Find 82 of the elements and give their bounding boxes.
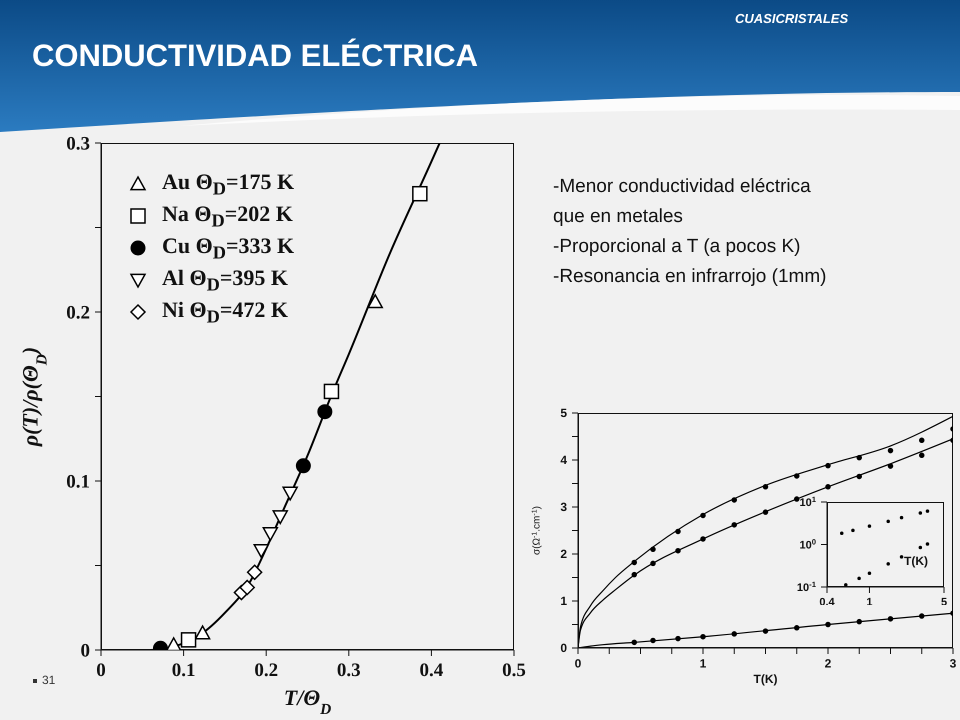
point <box>296 458 311 474</box>
point <box>856 474 862 480</box>
y-tick-label: 5 <box>560 406 568 420</box>
text: -Menor conductividad eléctrica <box>553 175 812 199</box>
legend-label: Cu Θ$_{D}$=333 K <box>162 232 294 264</box>
y-tick-label: 10$^{0}$ <box>799 536 816 552</box>
point <box>856 618 862 624</box>
point <box>762 484 768 490</box>
x-tick-label: 0.5 <box>502 660 526 682</box>
text: -Proporcional a T (a pocos K) <box>553 235 802 259</box>
point <box>732 522 737 528</box>
line-series <box>150 143 441 650</box>
chart-title: CONDUCTIVIDAD ELÉCTRICA <box>32 38 478 74</box>
text: -Resonancia en infrarrojo (1mm) <box>553 265 826 289</box>
point <box>794 473 800 479</box>
y-tick-label: 2 <box>560 547 568 562</box>
text: CUASICRISTALES <box>735 11 848 26</box>
point <box>700 512 706 518</box>
x-tick-label: 0 <box>96 660 106 682</box>
point <box>825 484 831 490</box>
point <box>919 452 924 458</box>
point <box>700 536 706 542</box>
point <box>675 528 681 534</box>
point <box>919 613 924 619</box>
y-tick-label: 0.1 <box>66 472 90 493</box>
x-tick-label: 2 <box>824 656 832 670</box>
y-tick-label: 0.2 <box>66 302 90 324</box>
x-tick-label: 0.3 <box>336 660 361 682</box>
point <box>888 448 894 454</box>
x-tick-label: 0 <box>574 656 582 670</box>
legend-label: Ni Θ$_{D}$=472 K <box>162 296 288 328</box>
y-tick-label: 4 <box>560 453 568 468</box>
point <box>632 640 637 646</box>
point <box>732 631 737 637</box>
legend-label: Na Θ$_{D}$=202 K <box>162 200 293 232</box>
point <box>253 544 269 558</box>
x-axis-title: T(K) <box>754 672 778 686</box>
point <box>632 560 637 566</box>
x-axis-title: T/Θ$_{D}$ <box>284 685 332 718</box>
x-tick-label: 0.4 <box>420 660 444 682</box>
point <box>282 486 298 501</box>
x-tick-label: 1 <box>866 596 873 608</box>
point <box>650 546 656 552</box>
x-axis-title: T(K) <box>904 554 928 568</box>
point <box>675 636 681 642</box>
point <box>700 634 706 640</box>
point <box>794 625 800 631</box>
x-tick-label: 0.1 <box>172 660 196 682</box>
point <box>856 454 862 460</box>
point <box>762 628 768 634</box>
y-tick-label: 10$^{-1}$ <box>796 579 817 594</box>
x-tick-label: 1 <box>700 656 707 670</box>
y-tick-label: 3 <box>560 500 568 514</box>
point <box>194 625 210 640</box>
point <box>888 463 894 469</box>
point <box>825 462 831 468</box>
point <box>324 384 340 400</box>
point <box>367 294 383 308</box>
x-tick-label: 0.2 <box>254 660 278 682</box>
point <box>919 438 924 444</box>
point <box>650 638 656 644</box>
point <box>180 632 196 648</box>
point <box>632 572 637 578</box>
y-tick-label: 10$^{1}$ <box>799 494 817 509</box>
point <box>272 510 288 524</box>
point <box>650 560 656 566</box>
point <box>762 509 768 515</box>
legend-label: Au Θ$_{D}$=175 K <box>162 168 294 200</box>
y-tick-label: 0.3 <box>66 134 90 155</box>
point <box>732 497 737 503</box>
legend-label: Al Θ$_{D}$=395 K <box>162 264 288 296</box>
text: 31 <box>42 673 56 687</box>
y-tick-label: 0 <box>560 641 568 656</box>
point <box>317 404 332 420</box>
point <box>262 527 278 542</box>
point <box>412 186 428 202</box>
point <box>825 622 831 628</box>
point <box>675 548 681 554</box>
text: que en metales <box>553 205 684 229</box>
point <box>794 496 800 502</box>
x-tick-label: 3 <box>950 656 957 670</box>
point <box>888 616 894 622</box>
